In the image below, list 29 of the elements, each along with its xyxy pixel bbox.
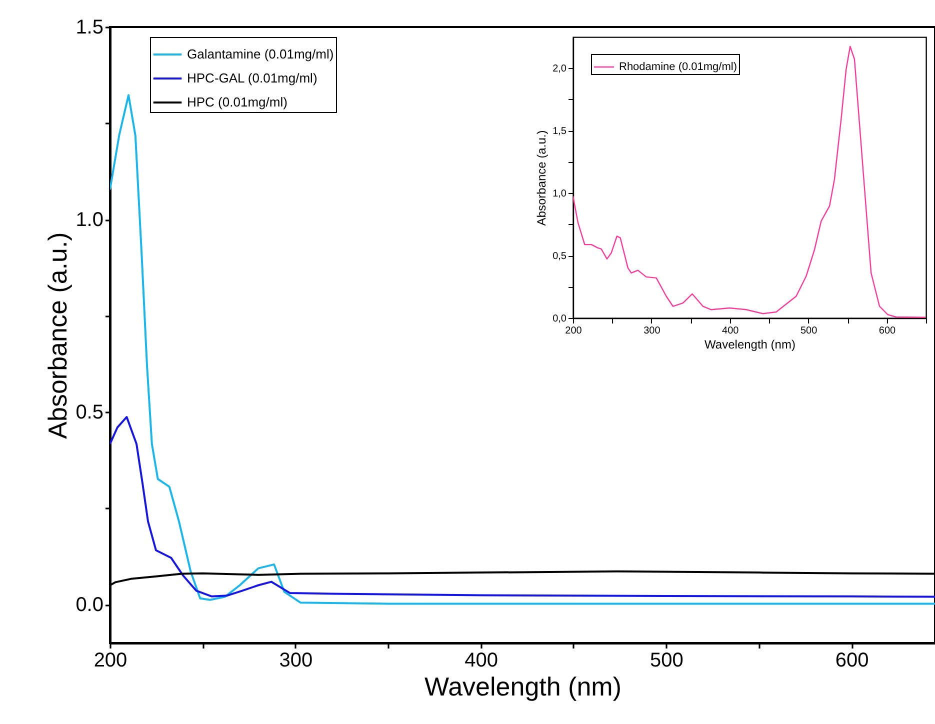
- x-tick-label: 600: [878, 326, 896, 336]
- legend-label: HPC-GAL (0.01mg/ml): [187, 70, 318, 86]
- x-tick-label: 400: [722, 326, 740, 336]
- y-tick-label: 0.5: [76, 402, 104, 424]
- x-tick-label: 200: [94, 650, 128, 672]
- y-axis-title: Absorbance (a.u.): [534, 130, 549, 226]
- y-tick-label: 1.5: [76, 16, 104, 38]
- legend-label: Rhodamine (0.01mg/ml): [619, 61, 737, 73]
- line-series: [110, 416, 935, 598]
- y-tick-label: 1,0: [552, 188, 567, 200]
- line-series: [110, 94, 935, 605]
- y-axis-title: Absorbance (a.u.): [42, 232, 73, 439]
- x-tick-label: 400: [464, 650, 498, 672]
- x-tick-label: 200: [565, 326, 582, 336]
- x-tick-label: 300: [644, 326, 661, 336]
- x-axis-title: Wavelength (nm): [424, 672, 622, 702]
- x-tick-label: 500: [650, 650, 684, 672]
- y-tick-label: 0,5: [552, 251, 567, 262]
- x-tick-label: 500: [800, 326, 818, 336]
- y-tick-label: 1,5: [552, 126, 567, 138]
- x-tick-label: 600: [835, 650, 869, 672]
- legend-label: HPC (0.01mg/ml): [187, 94, 288, 110]
- y-tick-label: 1.0: [76, 209, 104, 231]
- y-tick-label: 2,0: [552, 64, 567, 75]
- x-tick-label: 300: [279, 650, 313, 672]
- x-axis-title: Wavelength (nm): [704, 338, 796, 352]
- y-tick-label: 0.0: [76, 594, 104, 616]
- legend-label: Galantamine (0.01mg/ml): [187, 46, 334, 62]
- y-tick-label: 0,0: [552, 314, 567, 324]
